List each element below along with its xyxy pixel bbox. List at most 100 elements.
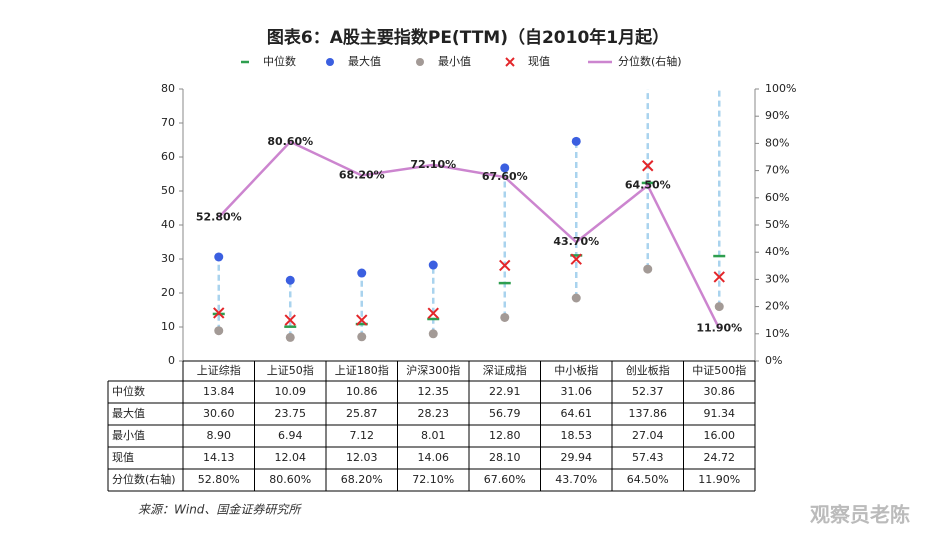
table-cell: 91.34 (704, 407, 736, 420)
table-cell: 67.60% (484, 473, 526, 486)
table-cell: 68.20% (341, 473, 383, 486)
legend-swatch (416, 58, 424, 66)
point (285, 275, 295, 285)
table-cell: 7.12 (350, 429, 375, 442)
legend-label: 现值 (528, 55, 550, 68)
table-cell: 31.06 (561, 385, 593, 398)
y-tick-label: 10 (161, 320, 175, 333)
y2-tick-label: 60% (765, 191, 789, 204)
table-cell: 52.80% (198, 473, 240, 486)
y2-tick-label: 30% (765, 272, 789, 285)
legend-label: 分位数(右轴) (618, 54, 682, 68)
y-tick-label: 30 (161, 252, 175, 265)
data-label: 11.90% (696, 322, 742, 335)
y2-tick-label: 10% (765, 327, 789, 340)
y2-tick-label: 80% (765, 136, 789, 149)
y-tick-label: 80 (161, 82, 175, 95)
table-cell: 14.06 (418, 451, 450, 464)
table-cell: 24.72 (704, 451, 736, 464)
current-mark (427, 307, 439, 319)
table-cell: 8.90 (207, 429, 232, 442)
legend-swatch (326, 58, 334, 66)
table-cell: 28.23 (418, 407, 450, 420)
point (214, 252, 224, 262)
table-cell: 30.86 (704, 385, 736, 398)
chart-title: 图表6：A股主要指数PE(TTM)（自2010年1月起） (267, 27, 669, 48)
table-cell: 13.84 (203, 385, 235, 398)
table-cell: 18.53 (561, 429, 593, 442)
row-header: 现值 (112, 451, 134, 464)
point (500, 312, 510, 322)
table-cell: 14.13 (203, 451, 235, 464)
table-cell: 64.61 (561, 407, 593, 420)
x-tick-label: 沪深300指 (406, 363, 460, 377)
table-cell: 64.50% (627, 473, 669, 486)
point (357, 332, 367, 342)
current-mark (213, 307, 225, 319)
table-cell: 56.79 (489, 407, 521, 420)
table-cell: 8.01 (421, 429, 446, 442)
row-header: 中位数 (112, 384, 145, 398)
y-tick-label: 60 (161, 150, 175, 163)
table-cell: 52.37 (632, 385, 664, 398)
table-cell: 16.00 (704, 429, 736, 442)
current-mark (570, 253, 582, 265)
current-mark (713, 271, 725, 283)
current-mark (642, 160, 654, 172)
table-cell: 22.91 (489, 385, 521, 398)
y2-tick-label: 70% (765, 164, 789, 177)
y2-tick-label: 40% (765, 245, 789, 258)
table-cell: 12.04 (275, 451, 307, 464)
table-cell: 43.70% (555, 473, 597, 486)
table-cell: 27.04 (632, 429, 664, 442)
point (571, 136, 581, 146)
data-label: 72.10% (410, 158, 456, 171)
watermark: 观察员老陈 (810, 503, 910, 527)
y2-tick-label: 100% (765, 82, 796, 95)
point (571, 293, 581, 303)
table-cell: 12.03 (346, 451, 378, 464)
y2-tick-label: 0% (765, 354, 782, 367)
data-label: 64.50% (625, 179, 671, 192)
legend-label: 最大值 (348, 54, 381, 68)
point (715, 46, 724, 55)
current-mark (356, 314, 368, 326)
table-cell: 57.43 (632, 451, 664, 464)
y-tick-label: 50 (161, 184, 175, 197)
row-header: 分位数(右轴) (112, 472, 176, 486)
current-mark (499, 259, 511, 272)
row-header: 最小值 (112, 429, 145, 442)
x-tick-label: 中证500指 (692, 363, 746, 377)
y-tick-label: 40 (161, 218, 175, 231)
legend-label: 中位数 (263, 54, 296, 68)
table-cell: 80.60% (269, 473, 311, 486)
data-label: 80.60% (267, 135, 313, 148)
point (285, 332, 295, 342)
y2-tick-label: 20% (765, 300, 789, 313)
table-cell: 72.10% (412, 473, 454, 486)
current-mark (284, 314, 296, 326)
y-tick-label: 70 (161, 116, 175, 129)
y2-tick-label: 90% (765, 109, 789, 122)
point (428, 329, 438, 339)
table-cell: 12.80 (489, 429, 521, 442)
table-cell: 10.86 (346, 385, 378, 398)
point (357, 268, 367, 278)
point (714, 302, 724, 312)
source: 来源：Wind、国金证券研究所 (138, 503, 302, 517)
x-tick-label: 创业板指 (626, 363, 670, 377)
table-cell: 25.87 (346, 407, 378, 420)
data-label: 67.60% (482, 170, 528, 183)
point (428, 260, 438, 270)
y-tick-label: 20 (161, 286, 175, 299)
data-label: 68.20% (339, 168, 385, 181)
point (214, 326, 224, 336)
plot-area (212, 46, 726, 342)
row-header: 最大值 (112, 406, 145, 420)
x-tick-label: 深证成指 (483, 363, 527, 377)
legend-label: 最小值 (438, 55, 471, 68)
point (643, 264, 653, 274)
percentile-line (217, 140, 721, 330)
table-cell: 29.94 (561, 451, 593, 464)
